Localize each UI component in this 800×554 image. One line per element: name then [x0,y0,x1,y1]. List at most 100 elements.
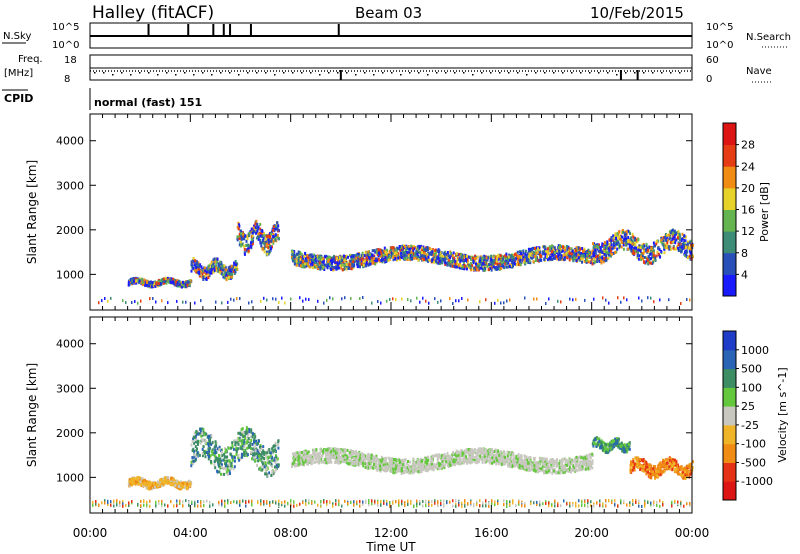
echo-cell [629,247,632,251]
echo-cell [245,451,248,455]
echo-cell [164,276,167,280]
echo-cell [538,250,541,254]
clutter-cell [602,296,604,300]
echo-cell [565,251,568,255]
echo-cell [544,245,547,249]
echo-cell [687,240,689,244]
clutter-cell [251,300,253,304]
nave-dot [103,72,105,74]
echo-cell [257,234,260,238]
echo-cell [586,253,589,257]
echo-cell [277,439,280,443]
nave-dot [634,72,636,74]
clutter-cell [263,296,265,300]
echo-cell [490,257,493,261]
echo-cell [365,256,368,260]
nave-dot [121,72,123,74]
echo-cell [204,269,207,273]
echo-cell [220,472,222,476]
echo-cell [320,256,323,260]
clutter-cell [593,502,595,506]
clutter-cell [407,298,409,301]
echo-cell [466,258,469,262]
echo-cell [600,261,603,265]
echo-cell [236,448,239,452]
echo-cell [352,255,355,259]
echo-cell [345,254,348,258]
echo-cell [543,258,546,262]
echo-cell [620,235,623,239]
echo-cell [331,263,333,267]
echo-cell [127,283,130,287]
echo-cell [634,236,636,240]
echo-cell [440,259,443,263]
echo-cell [271,458,274,462]
echo-cell [246,247,249,251]
echo-cell [608,246,611,250]
echo-cell [263,246,266,250]
echo-cell [666,242,669,246]
echo-cell [413,245,415,249]
clutter-cell [380,301,382,305]
echo-cell [360,259,363,263]
echo-cell [211,440,214,444]
echo-cell [625,242,628,246]
echo-cell [304,262,306,266]
echo-cell [227,273,230,277]
echo-cell [179,282,182,286]
echo-cell [192,266,195,270]
echo-cell [654,244,656,248]
echo-cell [167,279,170,283]
echo-cell [583,247,586,251]
echo-cell [247,433,250,437]
echo-cell [568,247,571,251]
echo-cell [210,442,213,446]
echo-cell [221,454,224,458]
echo-cell [527,250,530,254]
echo-cell [620,231,623,234]
echo-cell [143,278,146,282]
echo-cell [452,251,455,255]
echo-cell [502,260,505,264]
clutter-cell [509,298,511,302]
clutter-cell [449,297,451,301]
echo-cell [677,236,679,240]
echo-cell [582,254,585,258]
echo-cell [360,253,363,257]
echo-cell [194,459,197,463]
echo-cell [374,262,377,266]
echo-cell [190,269,193,273]
echo-cell [265,234,268,238]
echo-cell [641,257,644,261]
echo-cell [411,257,414,261]
echo-cell [401,250,404,254]
echo-cell [277,224,280,228]
echo-cell [213,463,216,467]
echo-cell [537,247,539,251]
echo-cell [311,259,314,263]
echo-cell [246,234,249,238]
echo-cell [348,266,351,270]
echo-cell [182,485,185,488]
colorbar-tick-label: 8 [741,247,748,260]
echo-cell [210,460,212,464]
echo-cell [267,238,270,242]
echo-cell [668,247,671,251]
clutter-cell [332,297,334,301]
echo-cell [191,263,194,267]
echo-cell [549,247,552,251]
echo-cell [208,442,211,446]
echo-cell [142,482,145,486]
echo-cell [685,255,688,259]
echo-cell [188,482,191,486]
echo-cell [524,254,527,258]
clutter-cell [299,296,301,300]
y-tick-label: 2000 [56,224,84,237]
echo-cell [622,229,625,233]
echo-cell [648,252,651,256]
clutter-cell [275,297,277,301]
echo-cell [260,244,263,248]
echo-cell [276,228,279,232]
echo-cell [233,263,236,267]
